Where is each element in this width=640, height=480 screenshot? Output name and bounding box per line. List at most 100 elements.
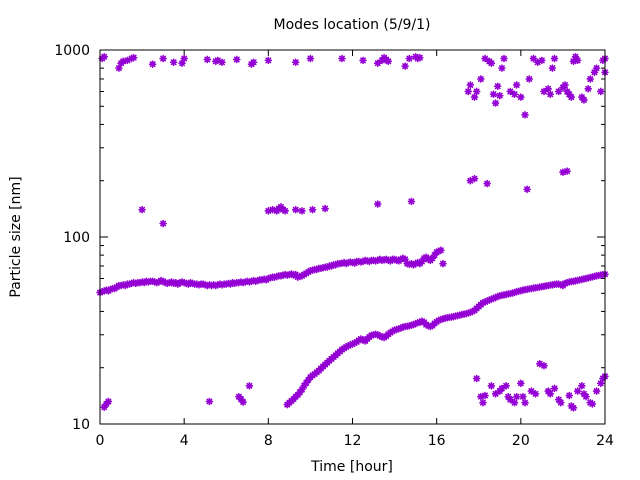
data-point: [580, 96, 588, 104]
data-point: [123, 56, 132, 65]
data-point: [479, 398, 487, 407]
data-point: [477, 75, 485, 83]
data-point: [529, 54, 538, 63]
data-point: [432, 248, 441, 256]
data-point: [563, 167, 571, 175]
data-point: [538, 56, 546, 65]
data-point: [428, 254, 437, 263]
data-point: [308, 205, 317, 214]
x-tick-label: 12: [344, 433, 362, 449]
data-point: [481, 298, 489, 306]
data-point: [472, 374, 481, 383]
data-point: [495, 91, 504, 100]
data-point: [338, 54, 346, 63]
data-point: [517, 93, 525, 101]
data-point: [104, 397, 113, 406]
data-point: [203, 55, 212, 64]
data-point: [596, 379, 605, 388]
data-point: [521, 398, 529, 407]
data-point: [546, 90, 555, 99]
data-point: [477, 392, 485, 401]
data-point: [218, 58, 226, 67]
data-point: [596, 87, 605, 96]
data-point: [481, 391, 489, 400]
data-point: [535, 359, 544, 368]
data-point: [291, 58, 300, 67]
data-point: [481, 54, 489, 63]
data-point: [357, 335, 365, 343]
data-point: [359, 56, 367, 65]
data-point: [430, 251, 439, 259]
data-point: [298, 207, 306, 215]
data-point: [249, 58, 258, 67]
data-point: [487, 382, 496, 390]
data-point: [483, 179, 491, 188]
data-point: [485, 296, 494, 304]
x-tick-label: 20: [512, 433, 530, 449]
data-point: [298, 385, 306, 394]
data-point: [588, 400, 597, 408]
data-point: [401, 255, 409, 264]
data-point: [510, 90, 519, 99]
data-point: [544, 85, 552, 93]
plot-frame: [99, 49, 606, 425]
data-point: [569, 404, 578, 412]
data-point: [321, 204, 329, 213]
data-point: [573, 387, 582, 395]
data-point: [548, 64, 557, 72]
data-point: [584, 85, 592, 93]
data-point: [405, 54, 414, 63]
x-tick-label: 16: [428, 433, 446, 449]
data-point: [578, 382, 586, 390]
data-point: [411, 319, 420, 328]
data-point: [426, 322, 435, 331]
data-point: [291, 205, 300, 214]
data-point: [239, 398, 247, 406]
data-point: [127, 54, 136, 63]
y-tick-label: 1000: [54, 43, 90, 59]
data-points: [96, 52, 609, 412]
data-point: [346, 341, 355, 349]
data-point: [470, 174, 479, 183]
data-point: [512, 392, 521, 401]
data-point: [489, 294, 498, 303]
data-point: [491, 99, 500, 107]
data-point: [500, 54, 508, 63]
data-point: [306, 54, 315, 63]
data-point: [100, 52, 109, 61]
data-point: [264, 56, 273, 65]
data-point: [550, 54, 559, 63]
x-tick-label: 0: [96, 433, 105, 449]
data-point: [214, 56, 222, 65]
y-axis-label: Particle size [nm]: [8, 176, 24, 297]
data-point: [517, 379, 525, 388]
data-point: [491, 293, 500, 302]
data-point: [300, 382, 308, 390]
data-point: [565, 391, 574, 400]
data-point: [180, 54, 188, 63]
data-point: [561, 81, 569, 89]
data-point: [519, 392, 527, 401]
data-point: [582, 392, 590, 401]
data-point: [416, 53, 424, 62]
data-point: [483, 297, 491, 305]
data-point: [546, 390, 555, 398]
y-tick-label: 100: [63, 230, 90, 246]
data-point: [129, 53, 138, 62]
data-point: [264, 207, 273, 215]
data-point: [407, 197, 416, 206]
data-point: [523, 185, 531, 194]
data-point: [554, 395, 563, 404]
data-point: [384, 57, 393, 66]
data-point: [540, 87, 548, 96]
data-point: [119, 57, 127, 66]
x-axis-label: Time [hour]: [310, 459, 393, 475]
data-point: [348, 340, 357, 348]
data-point: [569, 57, 578, 66]
data-point: [344, 341, 353, 350]
x-tick-label: 4: [180, 433, 189, 449]
data-point: [464, 87, 473, 96]
chart-title: Modes location (5/9/1): [274, 17, 431, 33]
data-point: [281, 207, 289, 215]
